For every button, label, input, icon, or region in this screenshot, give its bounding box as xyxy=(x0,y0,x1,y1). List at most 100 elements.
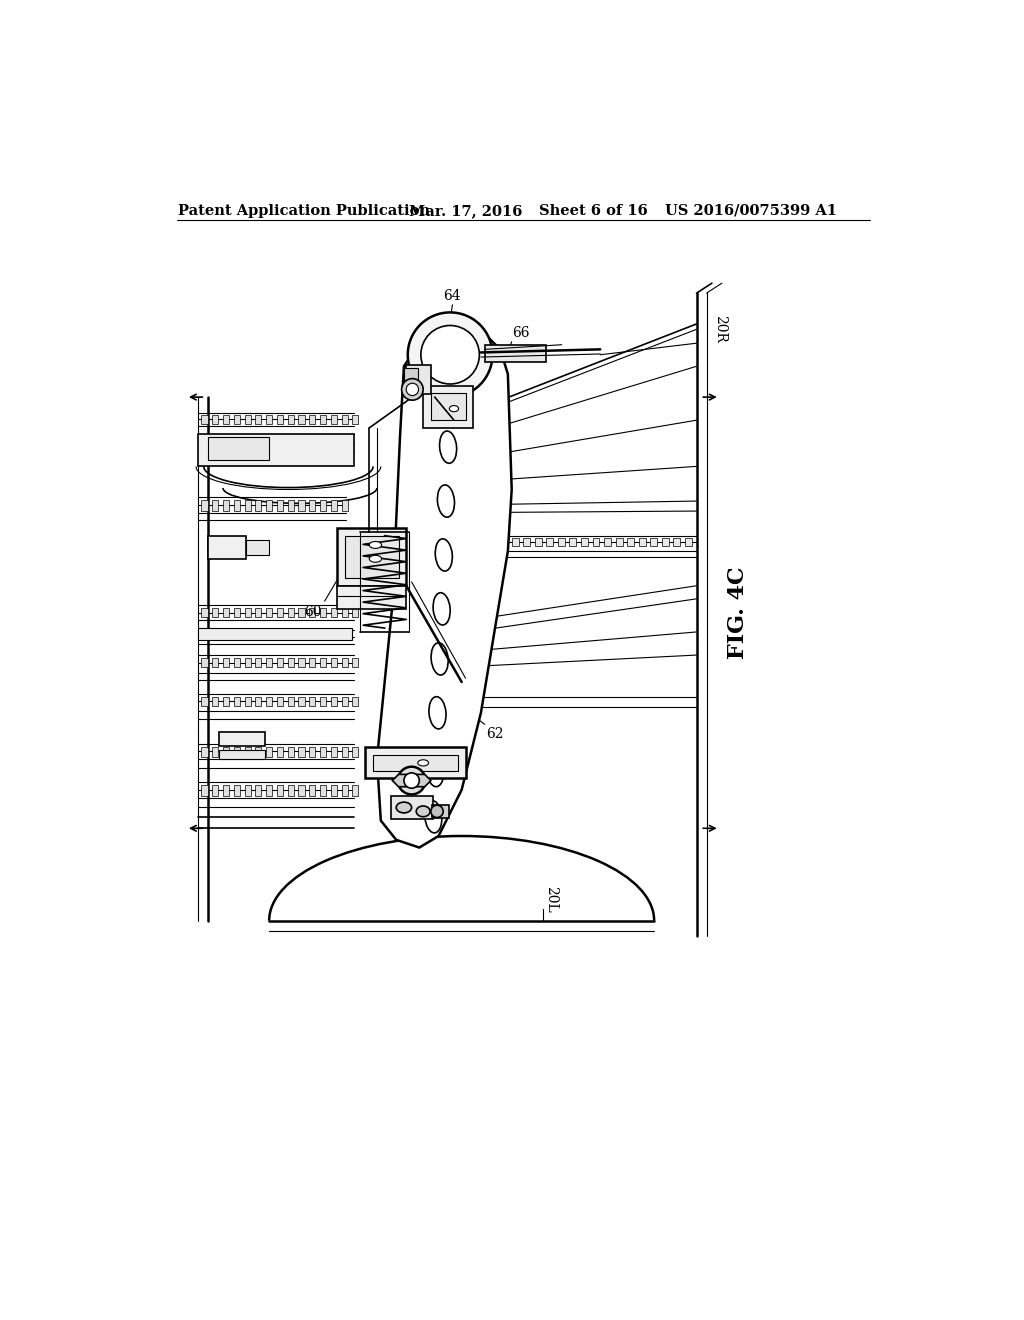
Bar xyxy=(298,659,304,668)
Ellipse shape xyxy=(433,593,451,624)
Bar xyxy=(319,500,326,511)
Bar xyxy=(288,659,294,668)
Bar xyxy=(569,539,577,545)
Bar xyxy=(223,697,229,706)
Bar xyxy=(199,628,352,640)
Text: 20R: 20R xyxy=(713,315,727,343)
Bar xyxy=(208,536,246,558)
Ellipse shape xyxy=(435,539,453,572)
Bar xyxy=(403,368,418,380)
Bar xyxy=(319,659,326,668)
Text: Mar. 17, 2016: Mar. 17, 2016 xyxy=(410,203,522,218)
Bar xyxy=(202,747,208,758)
Ellipse shape xyxy=(450,405,459,412)
Bar xyxy=(342,659,348,668)
Ellipse shape xyxy=(370,541,382,548)
Bar xyxy=(223,414,229,424)
Bar xyxy=(212,785,218,796)
Bar xyxy=(309,785,315,796)
Ellipse shape xyxy=(370,556,382,562)
Bar xyxy=(223,500,229,511)
Bar xyxy=(342,609,348,618)
Bar xyxy=(266,609,272,618)
Bar xyxy=(288,500,294,511)
Bar xyxy=(223,747,229,758)
Bar xyxy=(639,539,646,545)
Ellipse shape xyxy=(425,801,442,833)
Bar xyxy=(255,785,261,796)
Bar xyxy=(199,434,354,466)
Bar xyxy=(477,539,484,545)
Bar xyxy=(219,733,265,746)
Bar xyxy=(266,500,272,511)
Bar xyxy=(266,747,272,758)
Bar xyxy=(466,539,472,545)
Bar xyxy=(342,500,348,511)
Bar xyxy=(202,609,208,618)
Bar xyxy=(276,697,283,706)
Bar xyxy=(202,785,208,796)
Bar xyxy=(674,539,680,545)
Bar xyxy=(309,609,315,618)
Bar xyxy=(593,539,599,545)
Bar xyxy=(233,659,240,668)
Bar xyxy=(233,697,240,706)
Bar xyxy=(309,500,315,511)
Bar xyxy=(431,393,466,420)
Bar xyxy=(319,609,326,618)
Bar xyxy=(352,414,358,424)
Ellipse shape xyxy=(429,697,446,729)
Bar xyxy=(547,539,553,545)
Text: 62: 62 xyxy=(486,726,504,741)
Bar xyxy=(319,697,326,706)
Bar xyxy=(352,747,358,758)
Bar xyxy=(233,785,240,796)
Ellipse shape xyxy=(431,643,449,675)
Text: 64: 64 xyxy=(443,289,461,304)
Bar xyxy=(309,414,315,424)
Bar xyxy=(345,536,398,578)
Ellipse shape xyxy=(427,755,443,787)
Bar xyxy=(255,500,261,511)
Bar xyxy=(352,697,358,706)
Text: 65: 65 xyxy=(394,619,412,632)
Bar xyxy=(342,414,348,424)
Bar xyxy=(288,609,294,618)
Bar xyxy=(245,697,251,706)
Bar xyxy=(512,539,518,545)
Bar xyxy=(342,785,348,796)
Circle shape xyxy=(431,805,443,817)
Text: 66: 66 xyxy=(512,326,529,341)
Ellipse shape xyxy=(418,760,429,766)
Circle shape xyxy=(421,326,479,384)
Bar xyxy=(432,805,450,817)
Bar xyxy=(309,659,315,668)
Text: 66: 66 xyxy=(413,615,431,630)
Polygon shape xyxy=(377,334,512,847)
Bar xyxy=(337,586,407,609)
Ellipse shape xyxy=(437,484,455,517)
Bar xyxy=(202,659,208,668)
Bar xyxy=(245,659,251,668)
Text: US 2016/0075399 A1: US 2016/0075399 A1 xyxy=(665,203,837,218)
Ellipse shape xyxy=(416,807,430,817)
Bar xyxy=(266,659,272,668)
Ellipse shape xyxy=(396,803,412,813)
Ellipse shape xyxy=(439,432,457,463)
Bar xyxy=(266,414,272,424)
Bar xyxy=(288,697,294,706)
Bar xyxy=(352,609,358,618)
Circle shape xyxy=(407,383,419,396)
Bar xyxy=(319,414,326,424)
Circle shape xyxy=(403,774,419,788)
Bar xyxy=(255,414,261,424)
Bar xyxy=(212,697,218,706)
Bar xyxy=(298,697,304,706)
Bar xyxy=(484,345,547,362)
Bar xyxy=(212,747,218,758)
Bar xyxy=(276,659,283,668)
Bar xyxy=(233,500,240,511)
Bar xyxy=(604,539,611,545)
Bar xyxy=(662,539,669,545)
Bar xyxy=(212,414,218,424)
